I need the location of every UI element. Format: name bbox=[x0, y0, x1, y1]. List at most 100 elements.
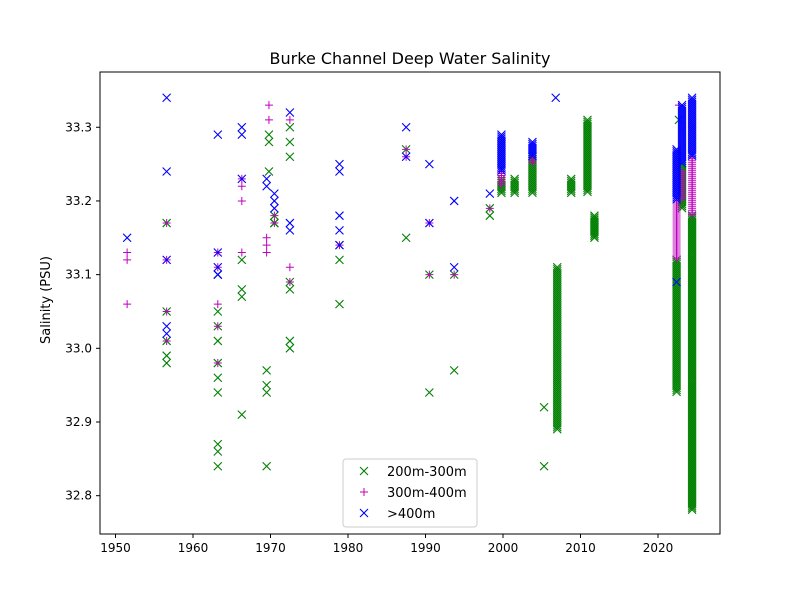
y-axis-label: Salinity (PSU) bbox=[39, 256, 54, 344]
data-point bbox=[237, 130, 247, 140]
data-point bbox=[687, 501, 697, 511]
data-point bbox=[162, 358, 172, 368]
data-point bbox=[677, 156, 687, 166]
data-point bbox=[449, 196, 459, 206]
data-point bbox=[162, 329, 172, 338]
data-point bbox=[335, 240, 344, 250]
data-point bbox=[687, 149, 697, 159]
data-point bbox=[687, 147, 697, 157]
data-point bbox=[335, 211, 344, 221]
data-point bbox=[213, 307, 223, 316]
data-point bbox=[270, 219, 279, 228]
data-point bbox=[528, 151, 537, 161]
data-point bbox=[335, 226, 344, 235]
data-point bbox=[213, 270, 223, 280]
data-point bbox=[672, 192, 681, 202]
data-point bbox=[672, 383, 681, 393]
data-point bbox=[485, 211, 495, 221]
data-point bbox=[262, 241, 271, 250]
data-point bbox=[449, 366, 459, 375]
x-tick-label-2010: 2010 bbox=[565, 541, 596, 555]
y-tick-label-33.0: 33.0 bbox=[65, 341, 92, 355]
data-point bbox=[213, 336, 223, 346]
data-point bbox=[285, 218, 295, 228]
data-point bbox=[335, 167, 344, 176]
data-point bbox=[497, 162, 506, 172]
x-tick-label-1970: 1970 bbox=[255, 541, 286, 555]
x-tick-label-1980: 1980 bbox=[333, 541, 364, 555]
data-point bbox=[335, 159, 344, 169]
legend-marker-2 bbox=[359, 508, 369, 518]
data-point bbox=[528, 184, 537, 194]
data-point bbox=[285, 284, 295, 294]
x-tick-label-2000: 2000 bbox=[488, 541, 519, 555]
data-point bbox=[213, 359, 222, 368]
data-point bbox=[237, 122, 247, 132]
x-tick-label-1990: 1990 bbox=[410, 541, 441, 555]
data-point bbox=[262, 461, 272, 471]
data-point bbox=[335, 255, 344, 265]
data-point bbox=[213, 322, 222, 331]
data-point bbox=[123, 248, 132, 257]
data-point bbox=[262, 388, 272, 397]
legend-label-1: 300m-400m bbox=[387, 486, 467, 501]
data-point bbox=[424, 388, 434, 397]
data-point bbox=[424, 218, 434, 228]
data-point bbox=[672, 277, 681, 287]
data-point bbox=[162, 93, 172, 103]
data-point bbox=[539, 402, 549, 412]
chart-title: Burke Channel Deep Water Salinity bbox=[270, 49, 551, 68]
data-point bbox=[264, 130, 274, 140]
data-point bbox=[424, 159, 434, 169]
data-point bbox=[162, 336, 171, 345]
data-point bbox=[262, 380, 272, 390]
data-point bbox=[237, 182, 246, 191]
legend-label-0: 200m-300m bbox=[387, 465, 467, 480]
data-point bbox=[262, 181, 272, 191]
data-point bbox=[237, 174, 247, 184]
data-point bbox=[583, 183, 592, 193]
data-point bbox=[162, 321, 172, 331]
data-point bbox=[672, 385, 681, 395]
legend-box bbox=[342, 458, 478, 528]
data-point bbox=[552, 422, 562, 432]
data-point bbox=[583, 187, 592, 197]
data-point bbox=[583, 185, 592, 195]
data-point bbox=[213, 248, 223, 257]
data-point bbox=[262, 366, 272, 375]
data-point bbox=[528, 188, 537, 198]
data-point bbox=[162, 219, 171, 228]
data-point bbox=[237, 410, 247, 420]
data-point bbox=[285, 343, 295, 353]
data-point bbox=[285, 263, 294, 272]
data-point bbox=[552, 420, 562, 430]
data-point bbox=[162, 351, 172, 361]
data-point bbox=[401, 122, 411, 132]
data-point bbox=[270, 211, 279, 220]
data-point bbox=[566, 186, 576, 196]
data-point bbox=[162, 167, 172, 176]
data-point bbox=[449, 262, 459, 272]
data-point bbox=[123, 300, 132, 309]
data-point bbox=[285, 122, 295, 132]
data-point bbox=[237, 284, 247, 294]
data-point bbox=[285, 152, 295, 162]
data-point bbox=[688, 210, 697, 219]
data-point bbox=[264, 101, 273, 110]
y-tick-label-33.1: 33.1 bbox=[65, 268, 92, 282]
data-point bbox=[285, 115, 294, 124]
x-tick-label-2020: 2020 bbox=[643, 541, 674, 555]
legend-label-2: >400m bbox=[387, 507, 435, 522]
data-point bbox=[213, 262, 223, 272]
data-point bbox=[123, 255, 132, 264]
data-point bbox=[285, 226, 295, 235]
data-point bbox=[528, 158, 537, 167]
data-point bbox=[264, 137, 274, 147]
data-point bbox=[528, 149, 537, 159]
data-point bbox=[402, 145, 411, 154]
data-point bbox=[285, 108, 295, 117]
data-point bbox=[566, 184, 576, 194]
data-point bbox=[401, 233, 411, 243]
y-tick-label-32.8: 32.8 bbox=[65, 489, 92, 503]
data-point bbox=[672, 387, 681, 397]
